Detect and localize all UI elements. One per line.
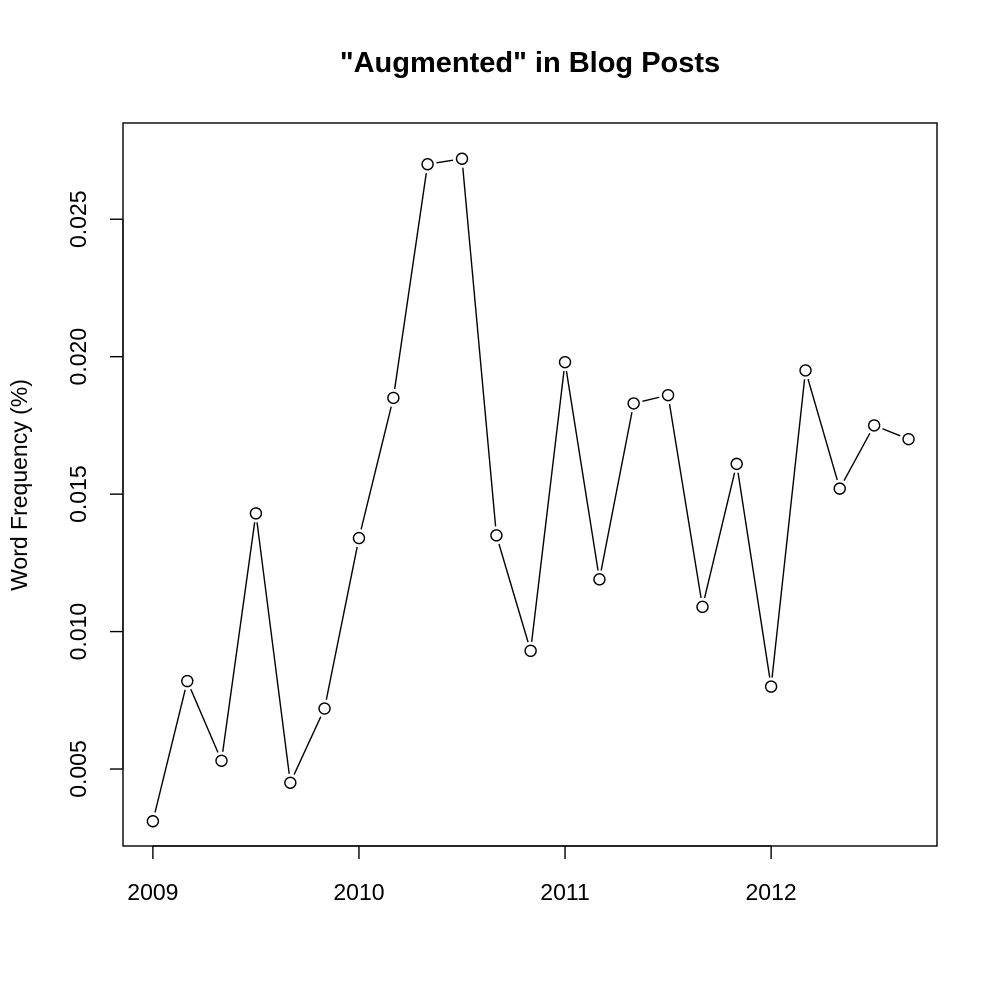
- series-segment: [668, 403, 702, 599]
- series-segment: [600, 412, 633, 571]
- series-segment: [222, 522, 256, 752]
- data-point: [215, 754, 228, 767]
- series-segment: [360, 406, 392, 530]
- series-segment: [462, 167, 497, 527]
- data-point: [902, 432, 915, 446]
- series-segment: [771, 379, 806, 678]
- series-segment: [843, 432, 871, 482]
- data-point: [593, 573, 606, 586]
- x-tick-label: 2009: [127, 879, 178, 905]
- series-segment: [293, 716, 322, 775]
- series-segment: [393, 173, 427, 390]
- chart-title: "Augmented" in Blog Posts: [340, 47, 720, 79]
- series-segment: [737, 472, 771, 678]
- series-segment: [498, 543, 529, 643]
- data-point: [318, 702, 331, 715]
- series-segment: [882, 428, 901, 437]
- y-axis: 0.005 0.010 0.015 0.020 0.025: [65, 190, 124, 798]
- x-axis: 2009 2010 2011 2012: [127, 845, 797, 905]
- data-point: [146, 815, 160, 828]
- series-segment: [530, 371, 565, 642]
- x-tick-label: 2011: [540, 879, 589, 905]
- series-segment: [703, 472, 736, 599]
- data-point: [387, 391, 400, 405]
- data-point: [764, 680, 778, 693]
- series-segment: [807, 378, 838, 481]
- plot-area-frame: [122, 122, 938, 847]
- y-tick-label: 0.010: [65, 603, 91, 661]
- data-point: [627, 397, 640, 410]
- data-point: [799, 364, 812, 377]
- y-tick-label: 0.005: [65, 740, 91, 798]
- data-point: [696, 600, 709, 614]
- data-point: [524, 644, 537, 658]
- x-tick-label: 2010: [333, 879, 384, 905]
- data-point: [181, 674, 194, 688]
- series-segment: [154, 689, 186, 813]
- series-segment: [190, 689, 219, 753]
- data-point: [661, 388, 675, 402]
- data-point: [352, 531, 366, 545]
- x-tick-label: 2012: [746, 879, 797, 905]
- data-point: [421, 158, 434, 171]
- data-point: [558, 355, 572, 369]
- series-segment: [642, 396, 660, 402]
- y-tick-label: 0.015: [65, 465, 91, 523]
- y-axis-label: Word Frequency (%): [6, 379, 32, 591]
- data-point: [490, 529, 503, 542]
- y-tick-label: 0.020: [65, 328, 91, 386]
- data-point: [249, 507, 263, 520]
- series-segment: [256, 522, 290, 774]
- series-segment: [325, 546, 358, 700]
- y-tick-label: 0.025: [65, 190, 91, 248]
- data-point: [867, 419, 881, 432]
- series-points: [146, 152, 915, 828]
- series-segment: [565, 370, 599, 571]
- data-point: [455, 152, 469, 165]
- series-line: [154, 159, 901, 813]
- data-point: [284, 776, 297, 789]
- data-point: [833, 482, 846, 495]
- data-point: [730, 457, 743, 471]
- series-segment: [436, 159, 454, 164]
